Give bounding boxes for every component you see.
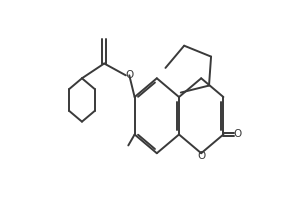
Text: O: O <box>233 129 241 139</box>
Text: O: O <box>197 151 205 161</box>
Text: O: O <box>125 70 133 80</box>
